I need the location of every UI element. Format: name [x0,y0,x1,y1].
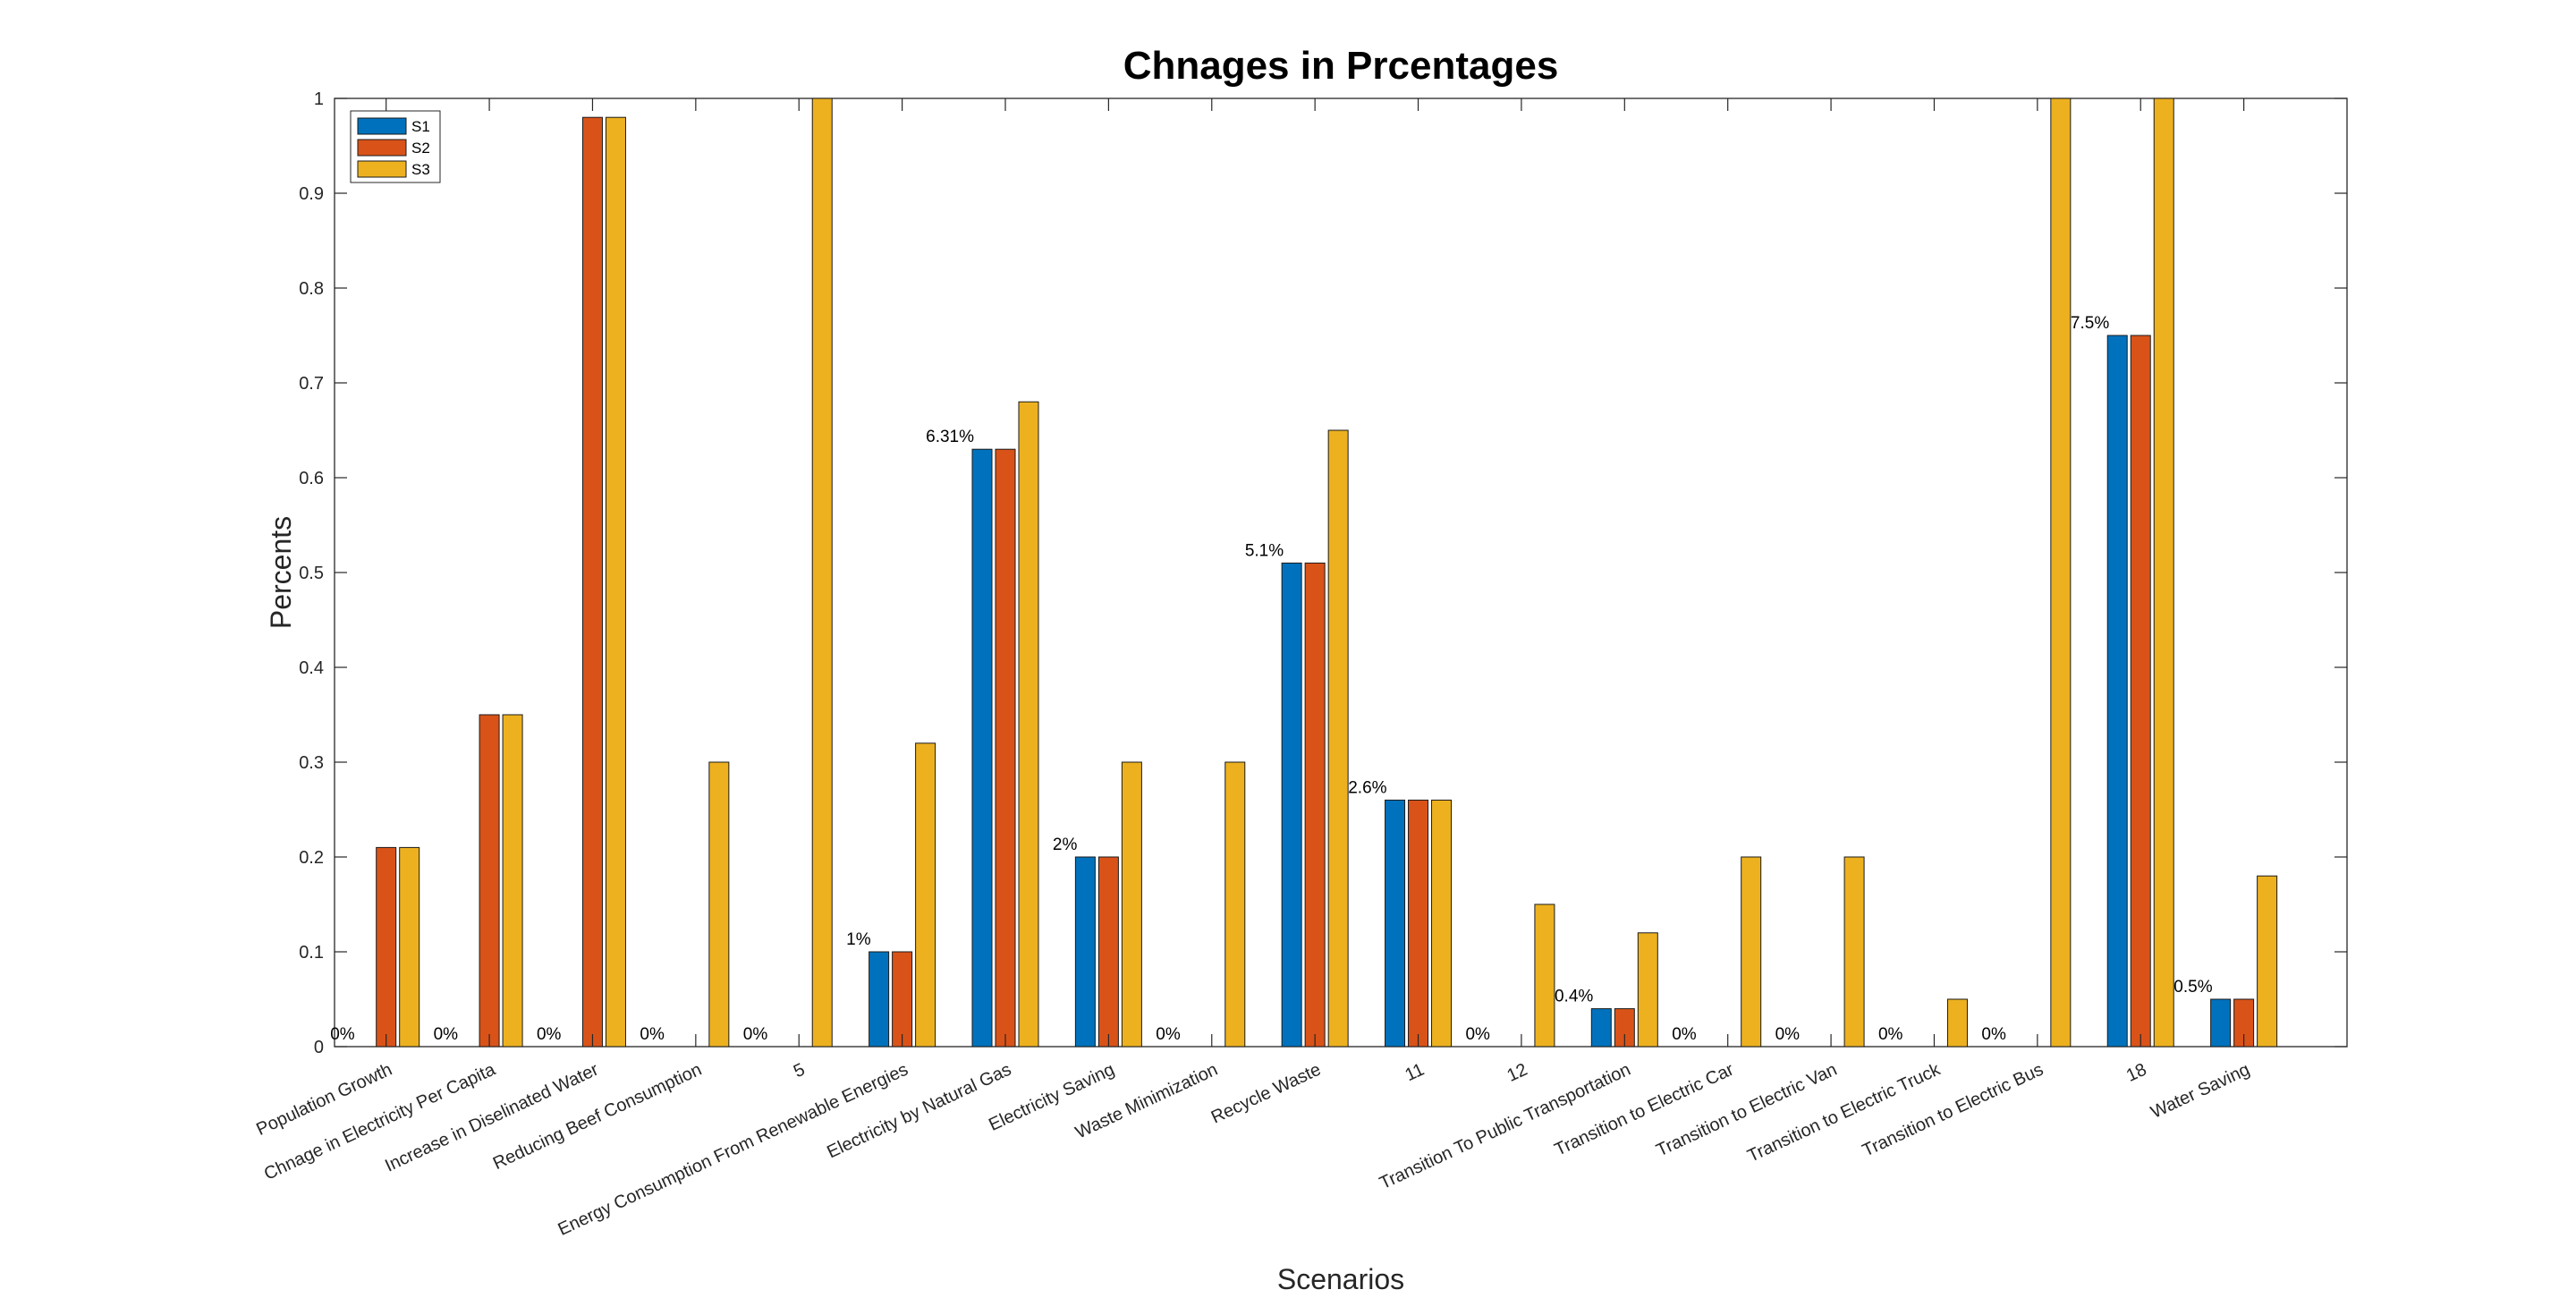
data-label: 0% [537,1025,562,1044]
y-axis-label: Percents [265,516,297,629]
bar-s2 [376,846,397,1048]
bar-s3 [605,116,626,1048]
bar-s2 [995,448,1016,1048]
y-tick-label: 0.3 [299,753,324,773]
y-axis-ticks: 0 0.1 0.2 0.3 0.4 0.5 0.6 0.7 0.8 0.9 1 [299,89,2347,1057]
bar-s2 [1097,856,1119,1048]
x-axis-label: Scenarios [1277,1263,1404,1295]
bar-s1 [1281,562,1302,1048]
data-label: 7.5% [2071,314,2109,333]
data-label: 0% [1156,1025,1181,1044]
bar-s3 [2153,98,2174,1048]
bar-s3 [1327,429,1349,1048]
bar-s3 [2050,98,2072,1048]
data-label: 2.6% [1348,778,1386,797]
legend-swatch-s3 [357,160,407,178]
data-label: 0% [434,1025,459,1044]
bar-s3 [502,714,523,1048]
legend-label-s3: S3 [411,161,430,178]
y-tick-label: 0.8 [299,279,324,299]
bar-s2 [892,951,913,1048]
legend-swatch-s2 [357,139,407,157]
y-tick-label: 0.4 [299,658,324,678]
bar-s3 [708,761,730,1048]
legend-swatch-s1 [357,117,407,135]
y-tick-label: 0 [314,1038,324,1057]
y-tick-label: 1 [314,89,324,109]
data-label: 0% [1672,1025,1697,1044]
bar-s2 [1304,562,1326,1048]
data-label: 0% [1465,1025,1490,1044]
bar-s2 [581,116,603,1048]
bar-s2 [1408,799,1429,1048]
data-labels: 0% 0% 0% 0% 0% 1% 6.31% 2% 0% 5.1% 2.6% 0% 0.4% 0% 0% 0… [330,314,2212,1044]
data-label: 0% [1878,1025,1903,1044]
bar-s3 [2257,875,2278,1048]
legend-label-s1: S1 [411,118,430,135]
y-tick-label: 0.1 [299,943,324,963]
bar-s3 [1224,761,1246,1048]
y-tick-label: 0.6 [299,469,324,488]
data-label: 0.4% [1555,988,1593,1006]
bar-s3 [1534,904,1555,1048]
data-label: 0% [1981,1025,2006,1044]
bar-s1 [2106,335,2128,1048]
data-label: 0% [640,1025,665,1044]
data-label: 0% [1775,1025,1801,1044]
y-tick-label: 0.7 [299,374,324,394]
bar-s3 [1431,799,1453,1048]
y-tick-label: 0.2 [299,848,324,868]
bar-s1 [1385,799,1406,1048]
bar-s3 [399,846,420,1048]
bar-s1 [1590,1008,1612,1048]
bar-s2 [479,714,500,1048]
data-label: 2% [1053,836,1078,854]
y-tick-label: 0.9 [299,184,324,204]
bar-s2 [2130,335,2151,1048]
data-label: 0% [743,1025,768,1044]
legend: S1 S2 S3 [350,110,441,183]
data-label: 1% [846,930,871,949]
data-label: 6.31% [926,428,974,446]
bar-s1 [2210,998,2232,1048]
bar-s3 [1946,998,1968,1048]
bars [376,98,2278,1048]
bar-s3 [811,98,833,1048]
bar-s1 [869,951,890,1048]
bar-s3 [1637,932,1658,1048]
data-label: 5.1% [1245,541,1284,560]
y-tick-label: 0.5 [299,564,324,583]
chart-title: Chnages in Prcentages [1123,44,1559,88]
bar-s3 [1121,761,1142,1048]
bar-s3 [1741,856,1762,1048]
bar-s1 [971,448,993,1048]
bar-s3 [1843,856,1865,1048]
data-label: 0.5% [2174,978,2212,997]
legend-label-s2: S2 [411,140,430,157]
bar-s3 [1018,401,1039,1048]
bar-s3 [915,742,936,1048]
bar-s1 [1074,856,1096,1048]
data-label: 0% [330,1025,355,1044]
